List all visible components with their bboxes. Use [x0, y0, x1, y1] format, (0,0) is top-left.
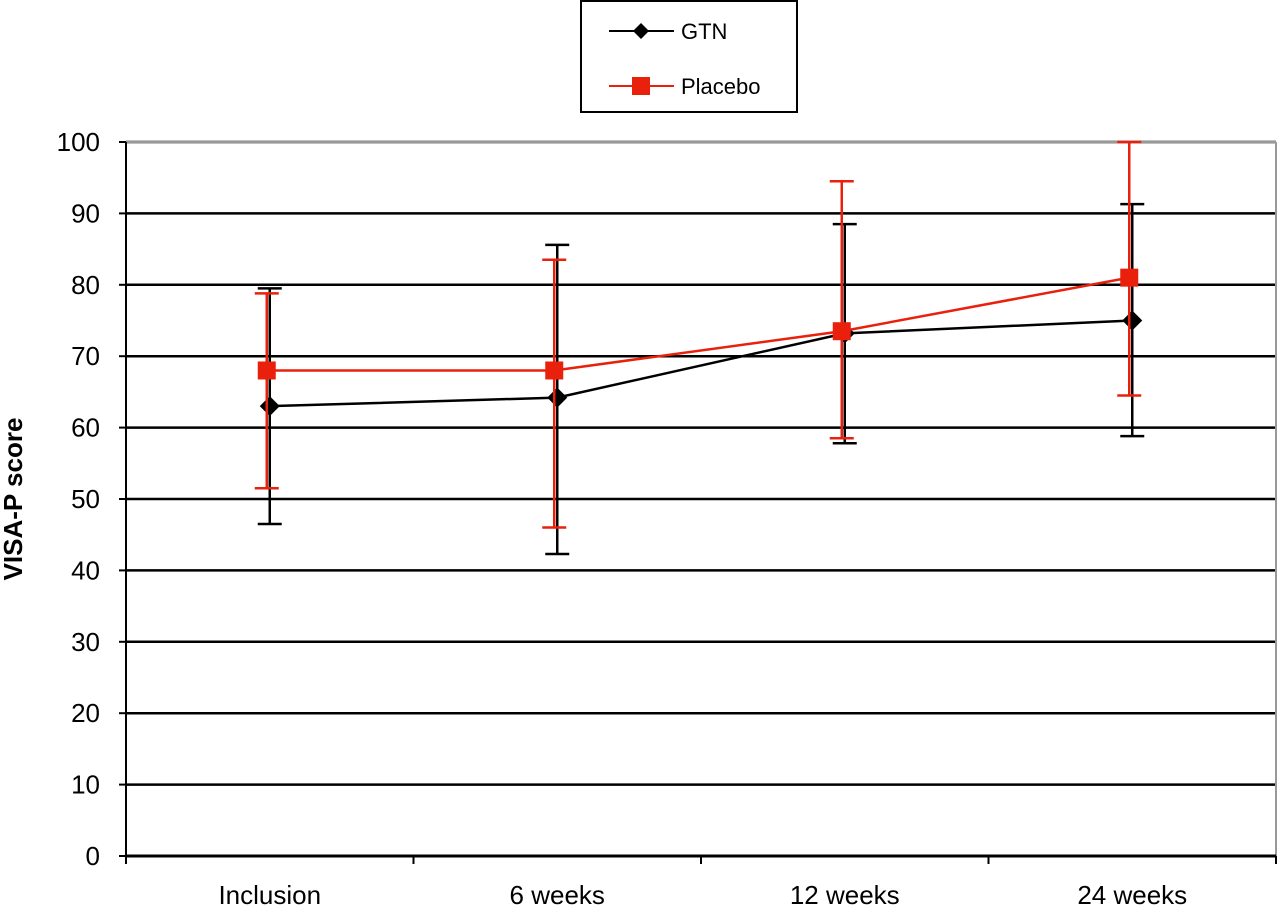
series-layer	[254, 140, 1145, 556]
y-tick-label: 10	[71, 770, 100, 800]
data-point	[832, 322, 851, 341]
series-gtn	[257, 202, 1145, 556]
y-tick-label: 60	[71, 413, 100, 443]
data-point	[1122, 310, 1143, 331]
series-line	[266, 276, 1130, 372]
data-point	[259, 396, 280, 417]
y-tick-label: 70	[71, 341, 100, 371]
x-tick-label: 24 weeks	[1077, 880, 1187, 907]
legend-placebo-marker	[632, 77, 650, 95]
y-axis-title: VISA-P score	[0, 418, 28, 581]
data-point	[1120, 268, 1139, 287]
data-point	[545, 361, 564, 380]
legend: GTN Placebo	[580, 0, 798, 113]
grid-lines	[126, 140, 1276, 786]
plot-frame	[125, 141, 1277, 862]
series-placebo	[254, 140, 1142, 529]
legend-box	[580, 0, 798, 113]
legend-label-placebo: Placebo	[681, 74, 761, 99]
x-axis: Inclusion 6 weeks 12 weeks 24 weeks	[125, 856, 1277, 907]
series-line	[269, 319, 1133, 408]
y-tick-label: 50	[71, 484, 100, 514]
y-tick-label: 20	[71, 698, 100, 728]
y-tick-label: 100	[57, 127, 100, 157]
x-tick-label: 12 weeks	[790, 880, 900, 907]
legend-gtn-marker	[633, 23, 649, 39]
y-tick-label: 90	[71, 198, 100, 228]
x-tick-label: Inclusion	[218, 880, 321, 907]
y-tick-label: 40	[71, 555, 100, 585]
y-tick-label: 80	[71, 270, 100, 300]
y-axis: 0 10 20 30 40 50 60 70 80 90 100	[57, 127, 126, 871]
data-point	[257, 361, 276, 380]
y-tick-label: 0	[86, 841, 100, 871]
legend-label-gtn: GTN	[681, 19, 727, 44]
y-tick-label: 30	[71, 627, 100, 657]
data-point	[547, 387, 568, 408]
x-tick-label: 6 weeks	[510, 880, 605, 907]
